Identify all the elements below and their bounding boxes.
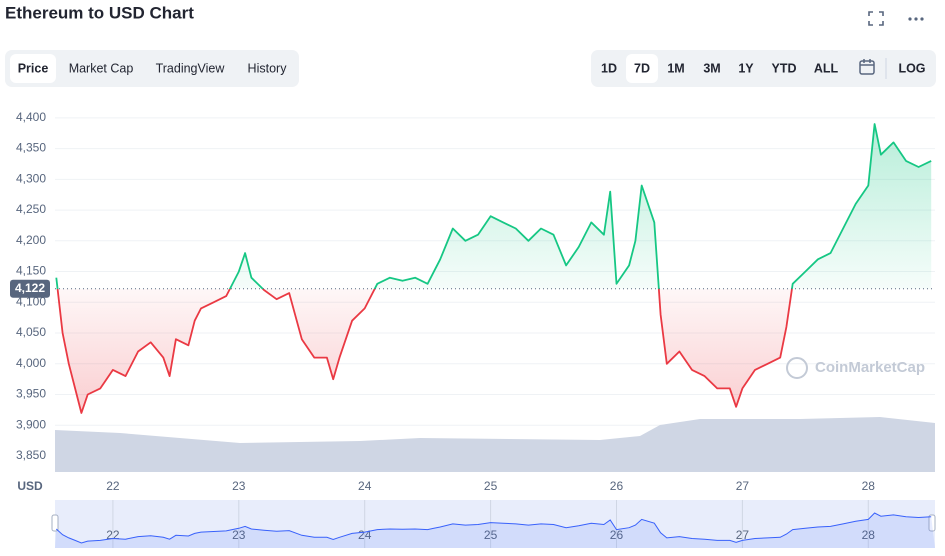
range-button[interactable]: 1M xyxy=(667,61,684,75)
tab[interactable]: History xyxy=(248,61,288,75)
x-tick-label: 26 xyxy=(610,479,624,493)
navigator xyxy=(55,500,935,548)
baseline-label-box xyxy=(10,279,50,298)
watermark: CoinMarketCap xyxy=(815,359,925,376)
y-tick-label: 3,850 xyxy=(16,448,46,462)
log-button[interactable]: LOG xyxy=(898,61,925,75)
y-tick-label: 4,050 xyxy=(16,325,46,339)
y-tick-label: 3,950 xyxy=(16,387,46,401)
y-tick-label: 4,150 xyxy=(16,264,46,278)
active-tab xyxy=(10,54,56,83)
tab[interactable]: Price xyxy=(18,61,49,75)
range-button[interactable]: YTD xyxy=(772,61,797,75)
y-tick-label: 4,000 xyxy=(16,356,46,370)
range-button[interactable]: 1D xyxy=(601,61,617,75)
range-button[interactable]: ALL xyxy=(814,61,839,75)
range-button[interactable]: 3M xyxy=(703,61,720,75)
tab[interactable]: Market Cap xyxy=(69,61,134,75)
x-tick-label: 27 xyxy=(736,479,750,493)
x-tick-label: 28 xyxy=(862,479,876,493)
y-tick-label: 4,350 xyxy=(16,141,46,155)
navigator-line xyxy=(55,512,932,544)
price-area xyxy=(56,124,932,413)
tab-group xyxy=(5,50,299,87)
calendar-icon[interactable] xyxy=(859,59,875,75)
page-title: Ethereum to USD Chart xyxy=(5,3,194,22)
tab[interactable]: TradingView xyxy=(156,61,226,75)
x-tick-label: 25 xyxy=(484,479,498,493)
baseline-label: 4,122 xyxy=(15,281,45,295)
fullscreen-icon[interactable] xyxy=(868,11,884,26)
volume-area xyxy=(55,417,935,472)
range-button[interactable]: 7D xyxy=(634,61,650,75)
x-tick-label: 24 xyxy=(358,479,372,493)
range-group xyxy=(591,50,936,87)
active-range xyxy=(626,54,658,83)
y-tick-label: 4,200 xyxy=(16,233,46,247)
x-tick-label: 23 xyxy=(232,479,246,493)
price-line xyxy=(55,123,932,414)
x-tick-label: 22 xyxy=(106,479,120,493)
y-tick-label: 4,300 xyxy=(16,171,46,185)
y-tick-label: 4,400 xyxy=(16,110,46,124)
navigator-area xyxy=(55,513,935,548)
navigator-handle[interactable] xyxy=(928,514,936,532)
more-icon[interactable] xyxy=(908,17,924,21)
y-axis-label: USD xyxy=(17,479,43,493)
y-tick-label: 4,100 xyxy=(16,294,46,308)
y-tick-label: 3,900 xyxy=(16,417,46,431)
navigator-handle[interactable] xyxy=(51,514,59,532)
y-tick-label: 4,250 xyxy=(16,202,46,216)
watermark-logo xyxy=(786,357,808,379)
range-button[interactable]: 1Y xyxy=(738,61,754,75)
